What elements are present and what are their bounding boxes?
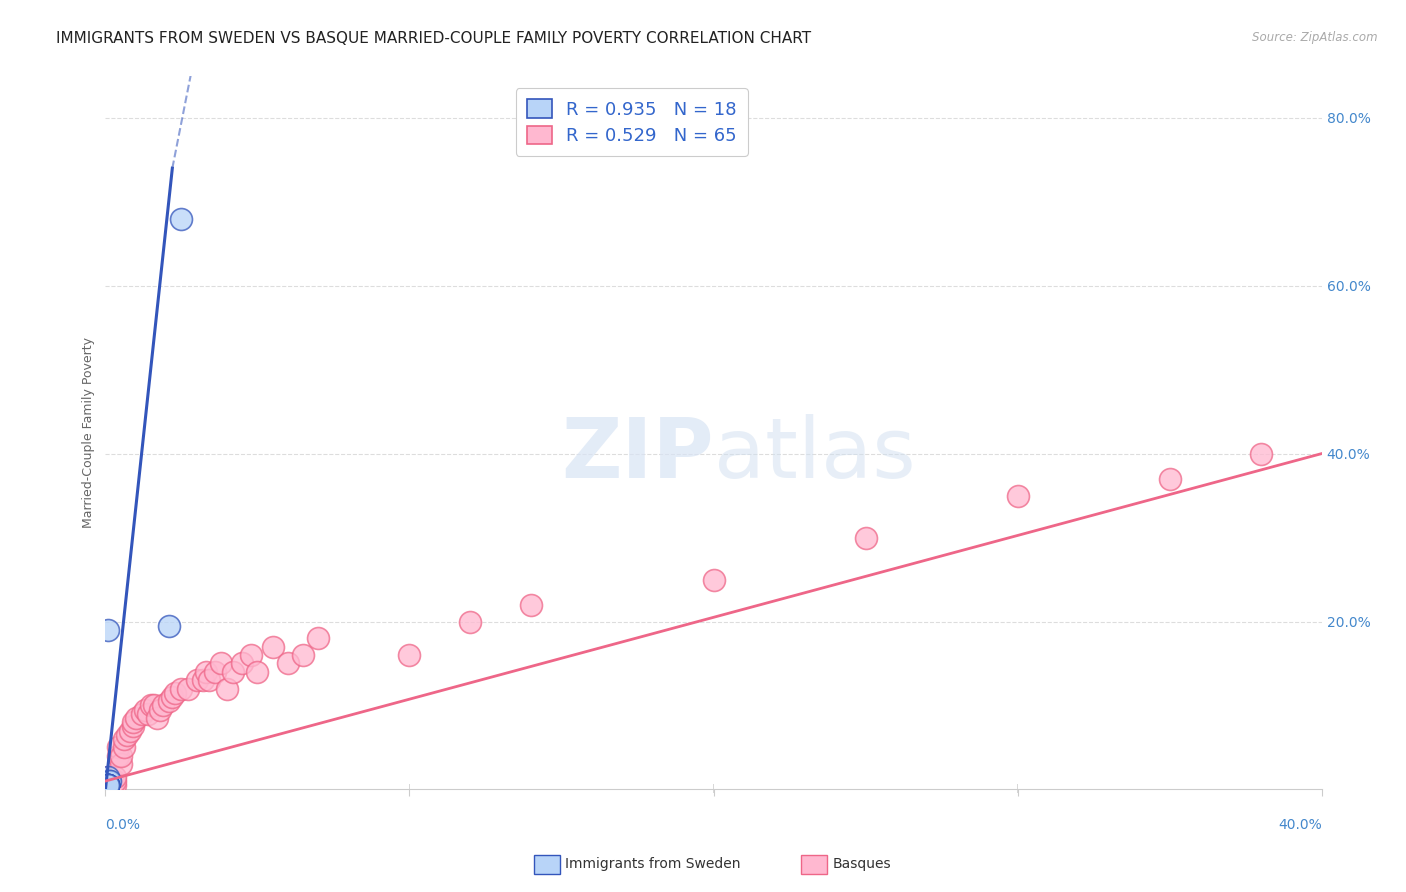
- Text: Basques: Basques: [832, 857, 891, 871]
- Point: [262, 640, 284, 654]
- Point: [162, 690, 184, 704]
- Point: [1250, 447, 1272, 461]
- Point: [97, 778, 120, 792]
- Point: [97, 774, 120, 789]
- Point: [143, 698, 166, 713]
- Point: [277, 657, 299, 671]
- Point: [217, 681, 239, 696]
- Text: |: |: [1017, 784, 1019, 793]
- Text: Source: ZipAtlas.com: Source: ZipAtlas.com: [1253, 31, 1378, 45]
- Point: [136, 706, 159, 721]
- Point: [131, 706, 153, 721]
- Point: [1159, 472, 1181, 486]
- Point: [112, 740, 135, 755]
- Point: [97, 778, 120, 792]
- Point: [97, 774, 120, 789]
- Text: Immigrants from Sweden: Immigrants from Sweden: [565, 857, 741, 871]
- Text: 0.0%: 0.0%: [105, 818, 141, 832]
- Text: atlas: atlas: [713, 414, 915, 494]
- Point: [97, 778, 120, 792]
- Point: [149, 703, 172, 717]
- Point: [520, 598, 543, 612]
- Point: [194, 665, 217, 679]
- Point: [97, 623, 120, 637]
- Point: [292, 648, 315, 662]
- Point: [139, 698, 162, 713]
- Point: [98, 775, 121, 789]
- Point: [110, 748, 132, 763]
- Point: [222, 665, 245, 679]
- Text: ZIP: ZIP: [561, 414, 713, 494]
- Point: [204, 665, 226, 679]
- Point: [97, 778, 120, 792]
- Point: [100, 778, 122, 792]
- Point: [100, 774, 122, 789]
- Point: [134, 703, 156, 717]
- Point: [100, 778, 122, 792]
- Point: [246, 665, 269, 679]
- Point: [97, 775, 120, 789]
- Point: [94, 778, 117, 792]
- Legend: R = 0.935   N = 18, R = 0.529   N = 65: R = 0.935 N = 18, R = 0.529 N = 65: [516, 88, 748, 156]
- Text: |: |: [711, 784, 716, 793]
- Point: [186, 673, 208, 688]
- Point: [458, 615, 481, 629]
- Point: [146, 711, 169, 725]
- Point: [121, 715, 143, 730]
- Point: [115, 728, 138, 742]
- Point: [118, 723, 141, 738]
- Point: [97, 778, 120, 792]
- Point: [702, 573, 725, 587]
- Point: [97, 778, 120, 792]
- Point: [107, 748, 129, 763]
- Point: [98, 774, 121, 789]
- Point: [307, 632, 329, 646]
- Point: [855, 531, 877, 545]
- Point: [152, 698, 174, 713]
- Y-axis label: Married-Couple Family Poverty: Married-Couple Family Poverty: [82, 337, 96, 528]
- Point: [96, 775, 118, 789]
- Point: [97, 775, 120, 789]
- Point: [97, 772, 120, 787]
- Point: [157, 694, 180, 708]
- Point: [165, 686, 187, 700]
- Point: [231, 657, 253, 671]
- Text: IMMIGRANTS FROM SWEDEN VS BASQUE MARRIED-COUPLE FAMILY POVERTY CORRELATION CHART: IMMIGRANTS FROM SWEDEN VS BASQUE MARRIED…: [56, 31, 811, 46]
- Point: [125, 711, 148, 725]
- Point: [121, 719, 143, 733]
- Point: [176, 681, 198, 696]
- Text: 40.0%: 40.0%: [1278, 818, 1322, 832]
- Text: |: |: [408, 784, 411, 793]
- Point: [98, 778, 121, 792]
- Point: [398, 648, 420, 662]
- Point: [103, 778, 125, 792]
- Point: [103, 770, 125, 784]
- Point: [112, 732, 135, 747]
- Point: [96, 778, 118, 792]
- Point: [240, 648, 263, 662]
- Point: [209, 657, 232, 671]
- Point: [97, 770, 120, 784]
- Point: [170, 681, 193, 696]
- Point: [98, 774, 121, 789]
- Point: [107, 740, 129, 755]
- Point: [98, 774, 121, 789]
- Point: [170, 211, 193, 226]
- Point: [97, 774, 120, 789]
- Point: [97, 778, 120, 792]
- Point: [97, 770, 120, 784]
- Point: [97, 778, 120, 792]
- Point: [1007, 489, 1029, 503]
- Point: [198, 673, 221, 688]
- Point: [103, 774, 125, 789]
- Point: [191, 673, 214, 688]
- Point: [97, 778, 120, 792]
- Point: [157, 618, 180, 632]
- Point: [110, 757, 132, 772]
- Point: [96, 778, 118, 792]
- Point: [97, 778, 120, 792]
